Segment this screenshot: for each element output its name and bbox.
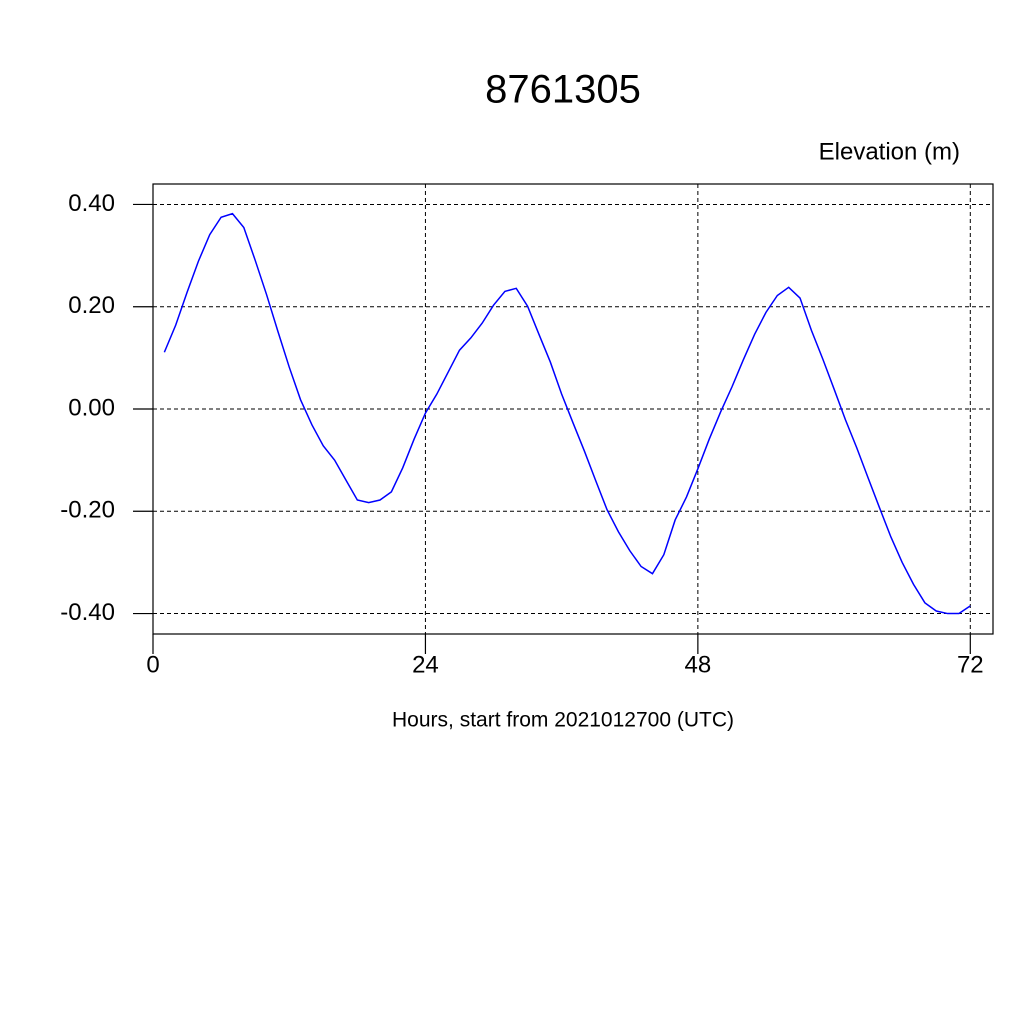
x-axis-label: Hours, start from 2021012700 (UTC) <box>392 709 734 732</box>
data-line <box>163 212 971 615</box>
x-tick-label: 0 <box>146 651 159 678</box>
chart-title: 8761305 <box>485 68 641 112</box>
y-tick-label: 0.40 <box>68 190 115 217</box>
x-tick-label: 24 <box>412 651 439 678</box>
y-tick-label: -0.20 <box>60 497 115 524</box>
y-tick-label: -0.40 <box>60 599 115 626</box>
x-tick-label: 48 <box>685 651 712 678</box>
x-tick-label: 72 <box>957 651 984 678</box>
y-axis-label: Elevation (m) <box>819 138 960 165</box>
y-tick-label: 0.20 <box>68 292 115 319</box>
y-tick-label: 0.00 <box>68 394 115 421</box>
